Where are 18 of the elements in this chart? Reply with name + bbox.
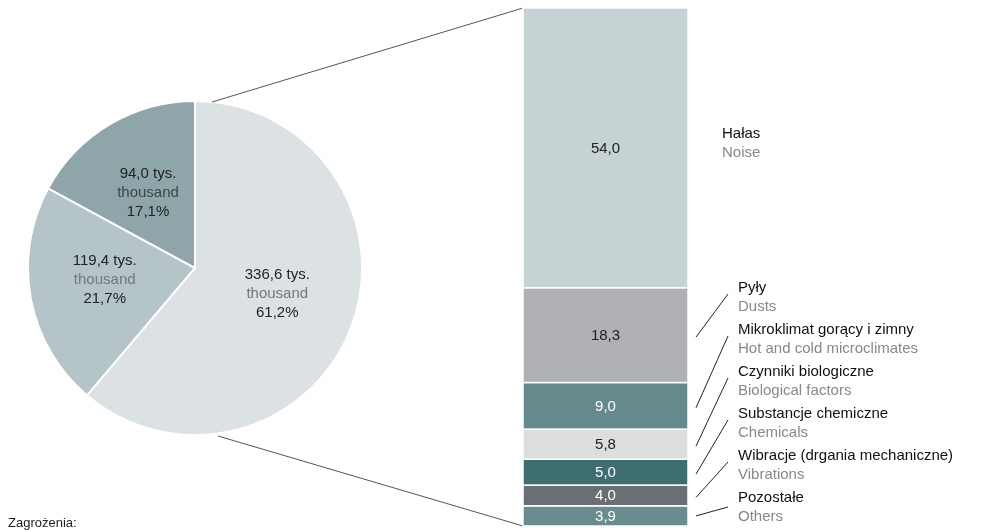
data-label: 9,0: [595, 396, 616, 414]
data-label: 94,0 tys. thousand 17,1%: [117, 164, 179, 220]
text: Mikroklimat gorący i zimny Hot and cold microclimates: [738, 320, 919, 356]
text: Wibracje (drgania mechaniczne) Vibrations: [738, 446, 954, 482]
data-label: 4,0: [595, 486, 616, 504]
text: Substancje chemiczne Chemicals: [738, 404, 889, 440]
text: Pyły Dusts: [738, 278, 777, 314]
data-label: 336,6 tys. thousand 61,2%: [244, 264, 310, 320]
text: Hałas Noise: [722, 123, 761, 160]
text: Czynniki biologiczne Biological factors: [738, 362, 874, 398]
data-label: 3,9: [595, 506, 616, 524]
text: Zagrożenia:: [8, 515, 77, 530]
data-label: 54,0: [590, 138, 621, 156]
data-label: 5,0: [595, 463, 616, 481]
data-label: 18,3: [590, 326, 621, 344]
text: Pozostałe Others: [738, 488, 804, 524]
data-label: 119,4 tys. thousand 21,7%: [72, 251, 137, 307]
data-label: 5,8: [595, 435, 616, 453]
